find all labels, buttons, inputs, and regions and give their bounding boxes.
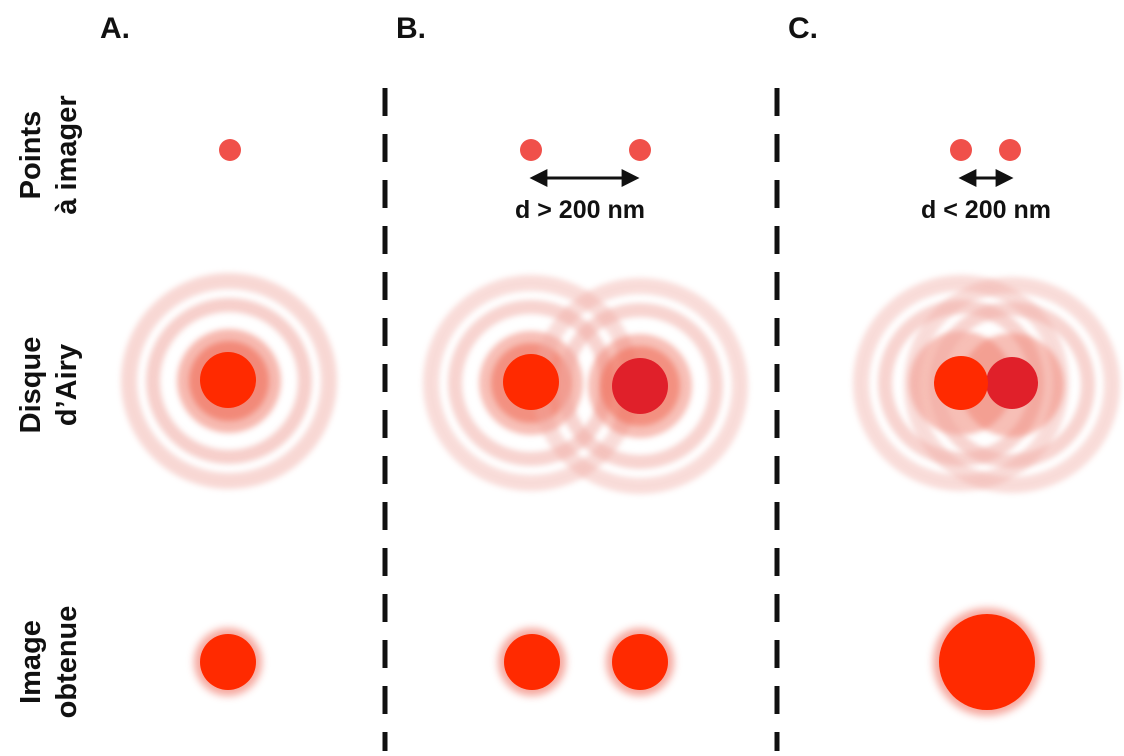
panel-label-c: C. [788, 12, 818, 45]
row-label-points-line1: Points [15, 111, 47, 200]
panel-label-b: B. [396, 12, 426, 45]
point-c-right [999, 139, 1021, 161]
row-label-points-line2: à imager [51, 95, 83, 214]
panel-label-a: A. [100, 12, 130, 45]
airy-core-c-right [986, 357, 1038, 409]
row-label-airy-line1: Disque [15, 337, 47, 434]
airy-core-a [200, 352, 256, 408]
airy-disk-c-right [904, 277, 1120, 493]
row-label-image-line1: Image [15, 620, 47, 704]
row-label-image-line2: obtenue [51, 606, 83, 719]
point-b-right [629, 139, 651, 161]
image-spot-a [194, 628, 262, 696]
airy-core-b-left [503, 354, 559, 410]
image-spot-b-left [498, 628, 566, 696]
point-b-left [520, 139, 542, 161]
distance-label-c: d < 200 nm [921, 196, 1051, 224]
airy-disk-a [121, 273, 337, 489]
distance-label-b: d > 200 nm [515, 196, 645, 224]
point-c-left [950, 139, 972, 161]
airy-core-b-right [612, 358, 668, 414]
image-spot-b-right [606, 628, 674, 696]
image-spot-c-merged [933, 608, 1041, 716]
row-label-airy-line2: d’Airy [51, 344, 83, 426]
airy-core-c-left [934, 356, 988, 410]
point-a [219, 139, 241, 161]
